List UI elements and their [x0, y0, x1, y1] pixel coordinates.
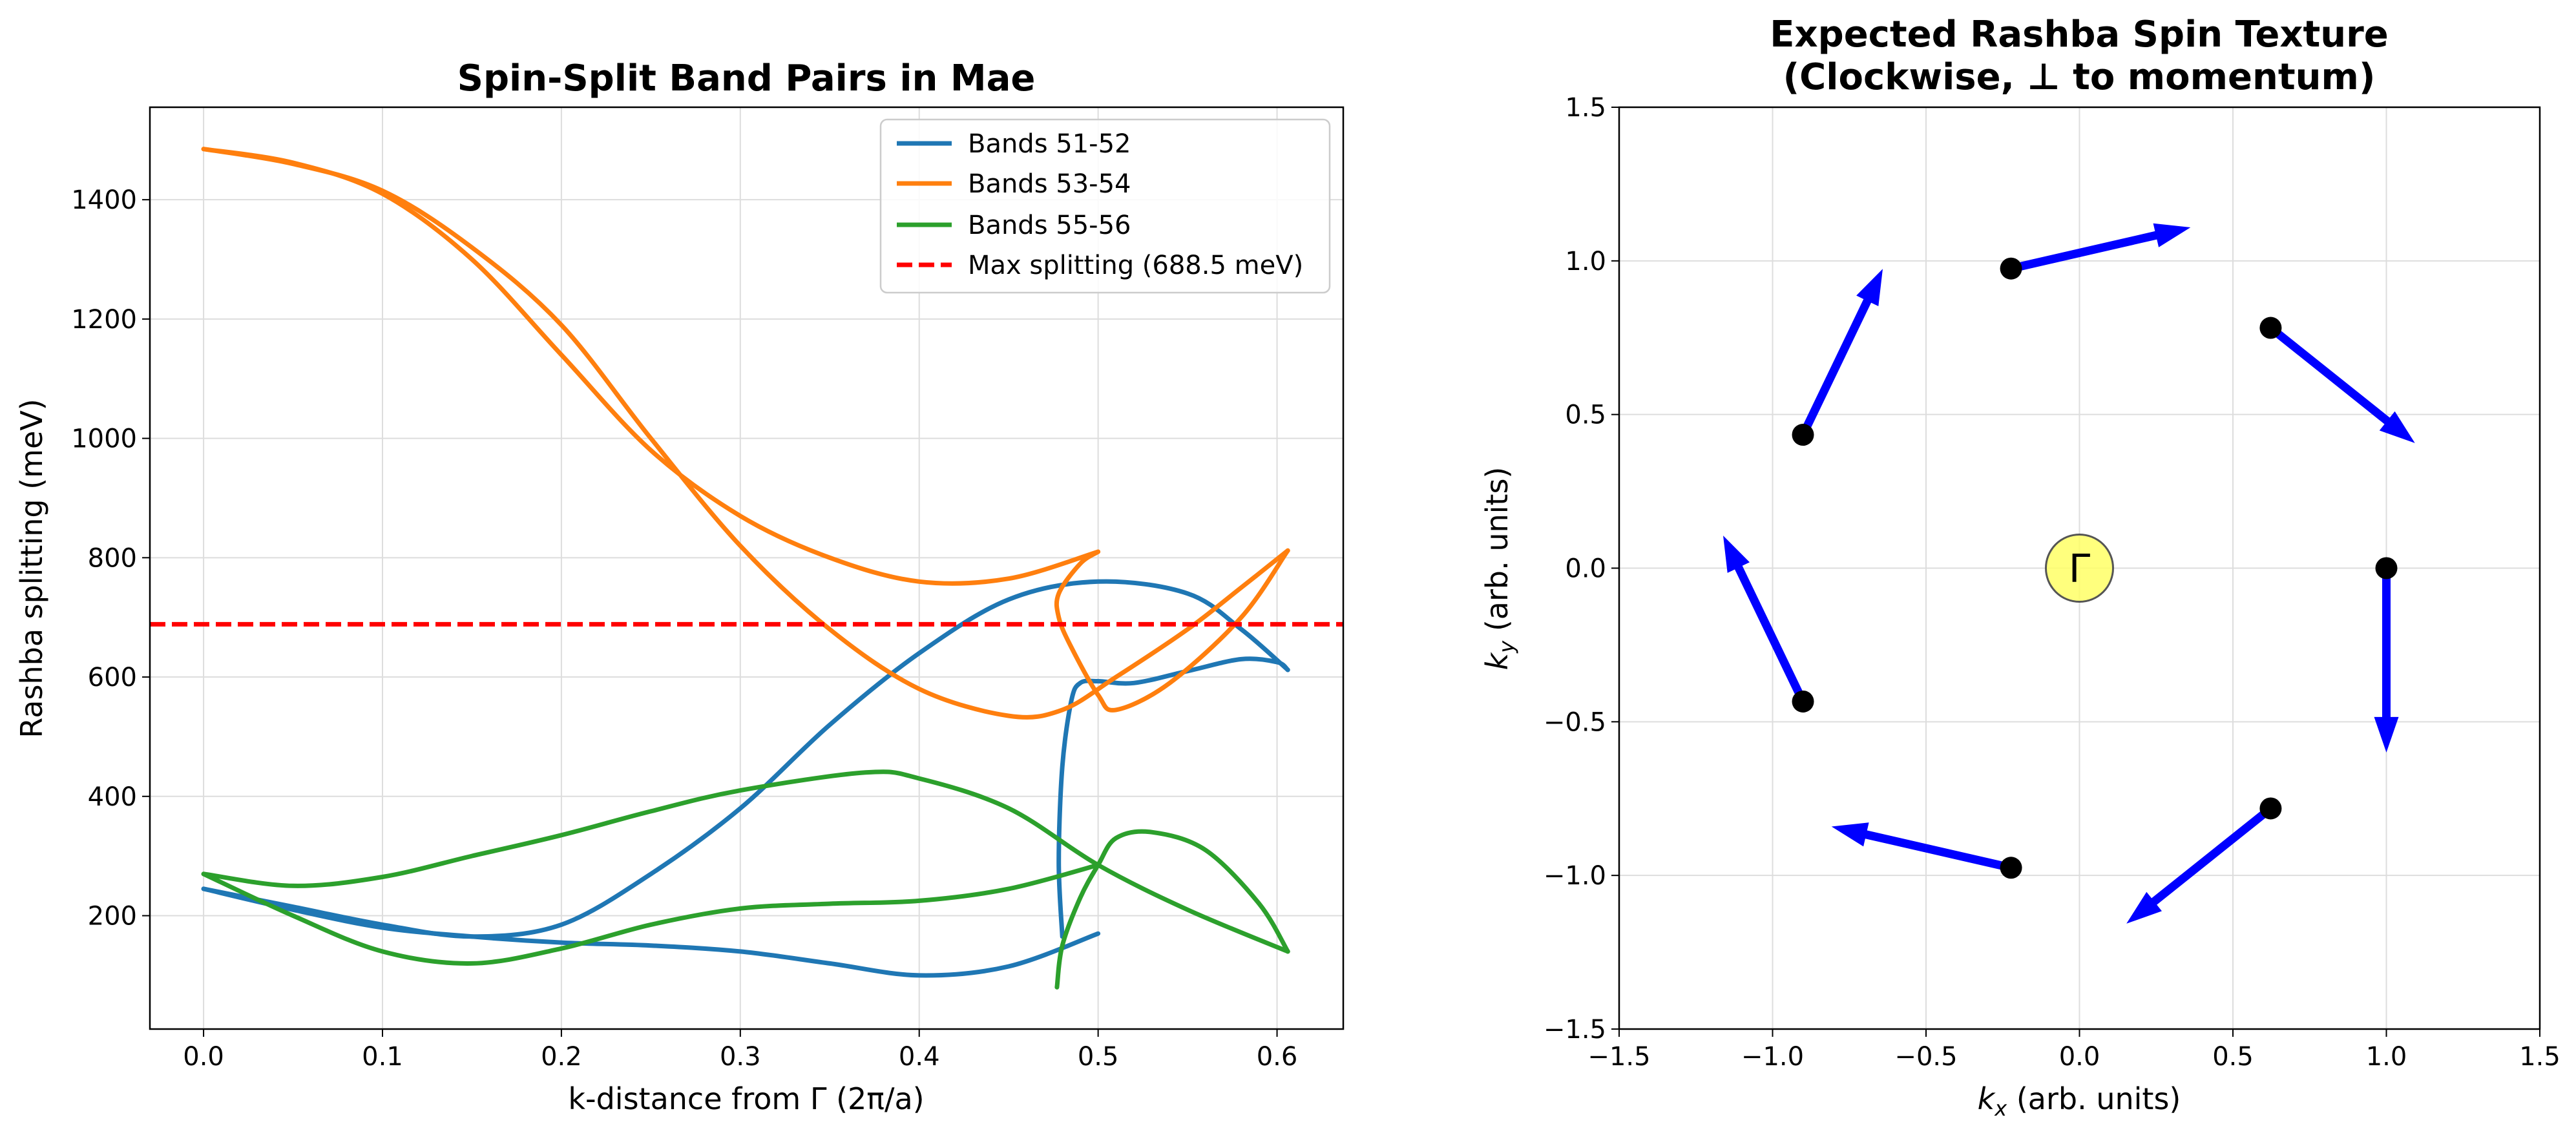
y-tick-label: 1200	[71, 305, 137, 335]
y-ticks: −1.5 −1.0 −0.5 0.0 0.5 1.0 1.5	[1544, 93, 1619, 1045]
legend-label-max-splitting: Max splitting (688.5 meV)	[968, 251, 1303, 280]
chart-title-line-2: (Clockwise, ⊥ to momentum)	[1783, 56, 2376, 98]
k-point-5	[1792, 690, 1814, 713]
spin-arrow-5	[1723, 536, 1807, 703]
plot-frame	[149, 106, 1345, 1030]
x-tick-label: −1.0	[1741, 1042, 1804, 1072]
x-ticks: −1.5 −1.0 −0.5 0.0 0.5 1.0 1.5	[1587, 1029, 2560, 1072]
y-tick-label: 1000	[71, 424, 137, 454]
legend-box	[879, 118, 1331, 294]
x-axis-label: k-distance from Γ (2π/a)	[568, 1081, 924, 1116]
y-tick-label: −0.5	[1544, 707, 1606, 737]
spin-arrow-1	[2374, 568, 2399, 753]
spin-arrow-3	[2010, 223, 2191, 273]
x-tick-label: 0.6	[1257, 1042, 1298, 1072]
k-point-7	[2259, 797, 2282, 820]
legend-label-bands-53-54: Bands 53-54	[968, 169, 1131, 199]
k-point-3	[2000, 257, 2022, 280]
legend-label-bands-51-52: Bands 51-52	[968, 129, 1131, 159]
x-ticks: 0.0 0.1 0.2 0.3 0.4 0.5 0.6	[183, 1029, 1297, 1072]
chart-title-line-1: Expected Rashba Spin Texture	[1770, 14, 2389, 56]
series-line-bands-53-54-3	[1054, 548, 1290, 713]
y-tick-label: −1.0	[1544, 861, 1606, 891]
k-point-4	[1792, 424, 1814, 446]
spin-marks: Γ	[1723, 223, 2415, 924]
k-point-2	[2259, 317, 2282, 339]
y-tick-label: −1.5	[1544, 1015, 1606, 1045]
y-ticks: 200 400 600 800 1000 1200 1400	[71, 185, 150, 932]
x-axis-label: kx (arb. units)	[1978, 1081, 2181, 1121]
spin-arrow-2	[2268, 324, 2415, 443]
y-tick-label: 0.0	[1565, 554, 1606, 584]
y-tick-label: 0.5	[1565, 401, 1606, 430]
y-tick-label: 1.5	[1565, 93, 1606, 123]
x-tick-label: 0.5	[1078, 1042, 1119, 1072]
series-line-bands-53-54-1	[201, 147, 1290, 720]
spin-arrow-4	[1799, 269, 1883, 437]
y-tick-label: 200	[88, 902, 137, 932]
series-line-bands-55-56-1	[201, 769, 1290, 954]
chart-title: Spin-Split Band Pairs in Mae	[457, 57, 1036, 99]
series-line-bands-55-56-3	[1054, 829, 1290, 990]
y-tick-label: 800	[88, 543, 137, 573]
x-tick-label: −0.5	[1894, 1042, 1957, 1072]
x-tick-label: 0.4	[899, 1042, 940, 1072]
spin-arrow-7	[2126, 805, 2274, 924]
x-tick-label: 0.3	[720, 1042, 761, 1072]
x-tick-label: 1.0	[2366, 1042, 2407, 1072]
curves	[150, 147, 1343, 990]
x-tick-label: −1.5	[1587, 1042, 1650, 1072]
y-tick-label: 1.0	[1565, 247, 1606, 276]
series-line-bands-51-52-2	[201, 886, 1101, 978]
k-point-6	[2000, 857, 2022, 879]
y-tick-label: 600	[88, 663, 137, 692]
gamma-point-marker	[2045, 534, 2114, 603]
x-tick-label: 0.0	[183, 1042, 224, 1072]
x-tick-label: 0.1	[362, 1042, 403, 1072]
y-tick-label: 400	[88, 782, 137, 812]
spin-arrow-6	[1831, 822, 2012, 872]
x-tick-label: 1.5	[2519, 1042, 2560, 1072]
y-tick-label: 1400	[71, 185, 137, 215]
legend-label-bands-55-56: Bands 55-56	[968, 211, 1131, 240]
y-axis-label: Rashba splitting (meV)	[14, 399, 49, 738]
series-line-bands-53-54-2	[201, 147, 1101, 586]
spin-texture-chart: Γ −1.5 −1.0 −0.5 0.0 0.5 1.0 1.5 −1.5 −1.0 −0.5 0…	[1480, 14, 2560, 1121]
k-point-1	[2375, 557, 2398, 579]
x-tick-label: 0.0	[2059, 1042, 2100, 1072]
series-line-bands-55-56-2	[201, 862, 1101, 966]
x-tick-label: 0.2	[541, 1042, 582, 1072]
series-line-bands-51-52-1	[201, 579, 1290, 939]
y-axis-label: ky (arb. units)	[1480, 467, 1519, 671]
gamma-label: Γ	[2069, 547, 2091, 592]
x-tick-label: 0.5	[2212, 1042, 2254, 1072]
band-splitting-chart: 0.0 0.1 0.2 0.3 0.4 0.5 0.6 200 400 600 800 1000 12…	[14, 57, 1345, 1116]
legend: Bands 51-52 Bands 53-54 Bands 55-56 Max …	[879, 118, 1331, 294]
